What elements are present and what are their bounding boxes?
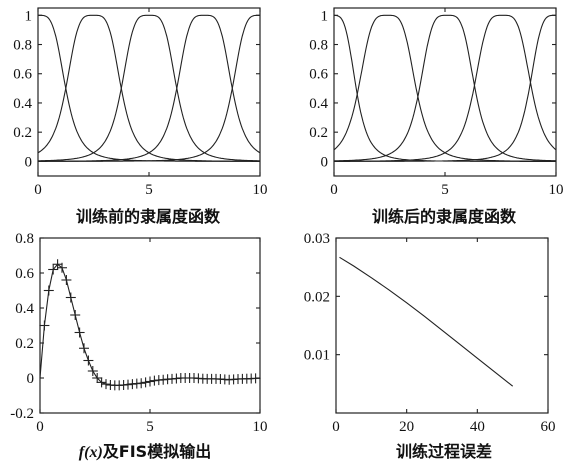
- x-tick-labels: 0 5 10: [330, 8, 564, 198]
- y-tick-label: 0.6: [309, 67, 328, 83]
- x-tick-label: 20: [399, 419, 414, 435]
- y-tick-label: 0.2: [309, 125, 328, 141]
- plus-marker: [145, 376, 155, 387]
- x-tick-label: 0: [36, 419, 44, 435]
- plus-marker: [43, 285, 54, 296]
- y-tick-labels: -0.2 0 0.2 0.4 0.6 0.8: [10, 231, 260, 422]
- membership-curve: [37, 14, 260, 162]
- plus-marker: [65, 292, 76, 303]
- fx-curve: [39, 263, 261, 386]
- x-tick-label: 0: [332, 419, 340, 435]
- membership-curve: [38, 14, 260, 162]
- caption: 训练后的隶属度函数: [372, 207, 517, 226]
- y-tick-label: 0: [27, 371, 35, 387]
- y-tick-label: 0.4: [13, 96, 32, 112]
- caption: 训练过程误差: [396, 442, 492, 461]
- y-tick-label: 1: [25, 8, 33, 24]
- y-tick-label: 1: [321, 8, 329, 24]
- membership-curves: [37, 14, 261, 162]
- caption-rest: 及FIS模拟输出: [103, 442, 211, 461]
- plus-marker: [39, 320, 50, 331]
- series-line: [339, 256, 514, 387]
- membership-curve: [333, 14, 557, 162]
- plus-marker: [79, 343, 89, 354]
- membership-curve: [38, 14, 260, 162]
- x-tick-label: 60: [541, 419, 556, 435]
- y-tick-labels: 0 0.2 0.4 0.6 0.8 1: [309, 8, 556, 170]
- plus-marker: [92, 373, 103, 383]
- plus-marker: [136, 378, 147, 389]
- plus-marker: [101, 379, 111, 390]
- x-tick-labels: 0 20 40 60: [332, 238, 556, 435]
- y-tick-label: 0.4: [15, 301, 34, 317]
- panel-training-error: 0.01 0.02 0.03 0 20 40 60 训练过程误差: [304, 231, 556, 461]
- x-tick-label: 0: [330, 182, 338, 198]
- y-tick-label: 0.8: [15, 231, 34, 247]
- y-tick-label: 0.8: [13, 38, 32, 54]
- panel-membership-after: 0 0.2 0.4 0.6 0.8 1 0 5 10 训练后的隶属度函数: [309, 7, 564, 226]
- plus-marker: [57, 262, 67, 273]
- y-tick-labels: 0 0.2 0.4 0.6 0.8 1: [13, 8, 260, 170]
- membership-curve: [38, 14, 260, 162]
- plus-marker: [70, 310, 81, 320]
- y-tick-label: 0.4: [309, 96, 328, 112]
- y-tick-label: 0.2: [13, 125, 32, 141]
- y-tick-labels: 0.01 0.02 0.03: [304, 231, 548, 364]
- x-tick-label: 10: [253, 419, 268, 435]
- membership-curve: [334, 14, 557, 162]
- membership-curve: [333, 14, 556, 162]
- plus-marker: [83, 355, 94, 366]
- x-tick-label: 0: [34, 182, 42, 198]
- plus-marker: [48, 264, 59, 275]
- caption: f(x)及FIS模拟输出: [79, 442, 211, 461]
- membership-curve: [334, 14, 556, 162]
- y-tick-label: 0: [321, 154, 329, 170]
- y-tick-label: 0.03: [304, 231, 330, 247]
- error-curve: [339, 256, 514, 387]
- x-tick-label: 10: [253, 182, 268, 198]
- panel-membership-before: 0 0.2 0.4 0.6 0.8 1 0 5 10 训练前的隶属度函数: [13, 7, 268, 226]
- membership-curve: [38, 14, 261, 162]
- y-tick-label: 0.6: [15, 266, 34, 282]
- membership-curve: [333, 14, 556, 162]
- plot-area: [333, 7, 557, 177]
- plus-marker: [61, 275, 72, 285]
- plot-area: [37, 7, 261, 177]
- x-tick-labels: 0 5 10: [36, 238, 268, 435]
- membership-curves: [333, 14, 557, 162]
- y-tick-label: 0.2: [15, 336, 34, 352]
- plot-area: [335, 237, 549, 414]
- fis-markers: [39, 259, 261, 391]
- plus-marker: [140, 377, 151, 388]
- plus-marker: [74, 327, 85, 338]
- y-tick-label: 0.8: [309, 38, 328, 54]
- y-tick-label: -0.2: [10, 406, 34, 422]
- y-tick-label: 0.02: [304, 289, 330, 305]
- x-tick-label: 40: [470, 419, 485, 435]
- x-tick-labels: 0 5 10: [34, 8, 268, 198]
- plus-marker: [87, 366, 98, 376]
- x-tick-label: 5: [145, 182, 153, 198]
- caption-italic: f(x): [79, 444, 103, 461]
- plot-area: [39, 237, 261, 414]
- plus-marker: [96, 377, 107, 388]
- y-tick-label: 0.6: [13, 67, 32, 83]
- panel-fis-output: -0.200.20.40.60.8 0 5 10 f(x)及FIS模拟输出: [10, 231, 267, 461]
- x-tick-label: 5: [441, 182, 449, 198]
- series-line: [39, 263, 261, 386]
- y-tick-label: 0: [25, 154, 33, 170]
- caption: 训练前的隶属度函数: [76, 207, 221, 226]
- y-tick-label: 0.01: [304, 348, 330, 364]
- x-tick-label: 5: [146, 419, 154, 435]
- x-tick-label: 10: [549, 182, 564, 198]
